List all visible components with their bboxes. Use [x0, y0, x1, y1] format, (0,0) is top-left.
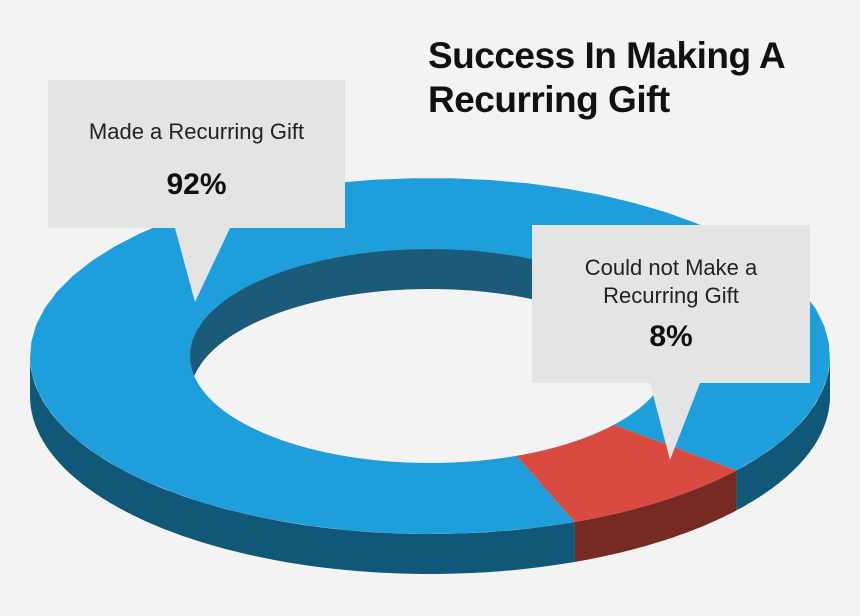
callout-box: [48, 80, 345, 302]
callout-value: 92%: [166, 168, 227, 201]
callout-label: Made a Recurring Gift: [88, 119, 305, 144]
slice-side: [574, 470, 737, 562]
callout-value: 8%: [649, 320, 693, 353]
callout-box: [532, 225, 810, 460]
slice: [516, 424, 737, 522]
chart-title: Success In Making A Recurring Gift: [428, 35, 784, 120]
slice-side: [30, 356, 575, 574]
callout-label: Could not Make a Recurring Gift: [584, 255, 758, 308]
slice-side: [736, 356, 830, 511]
